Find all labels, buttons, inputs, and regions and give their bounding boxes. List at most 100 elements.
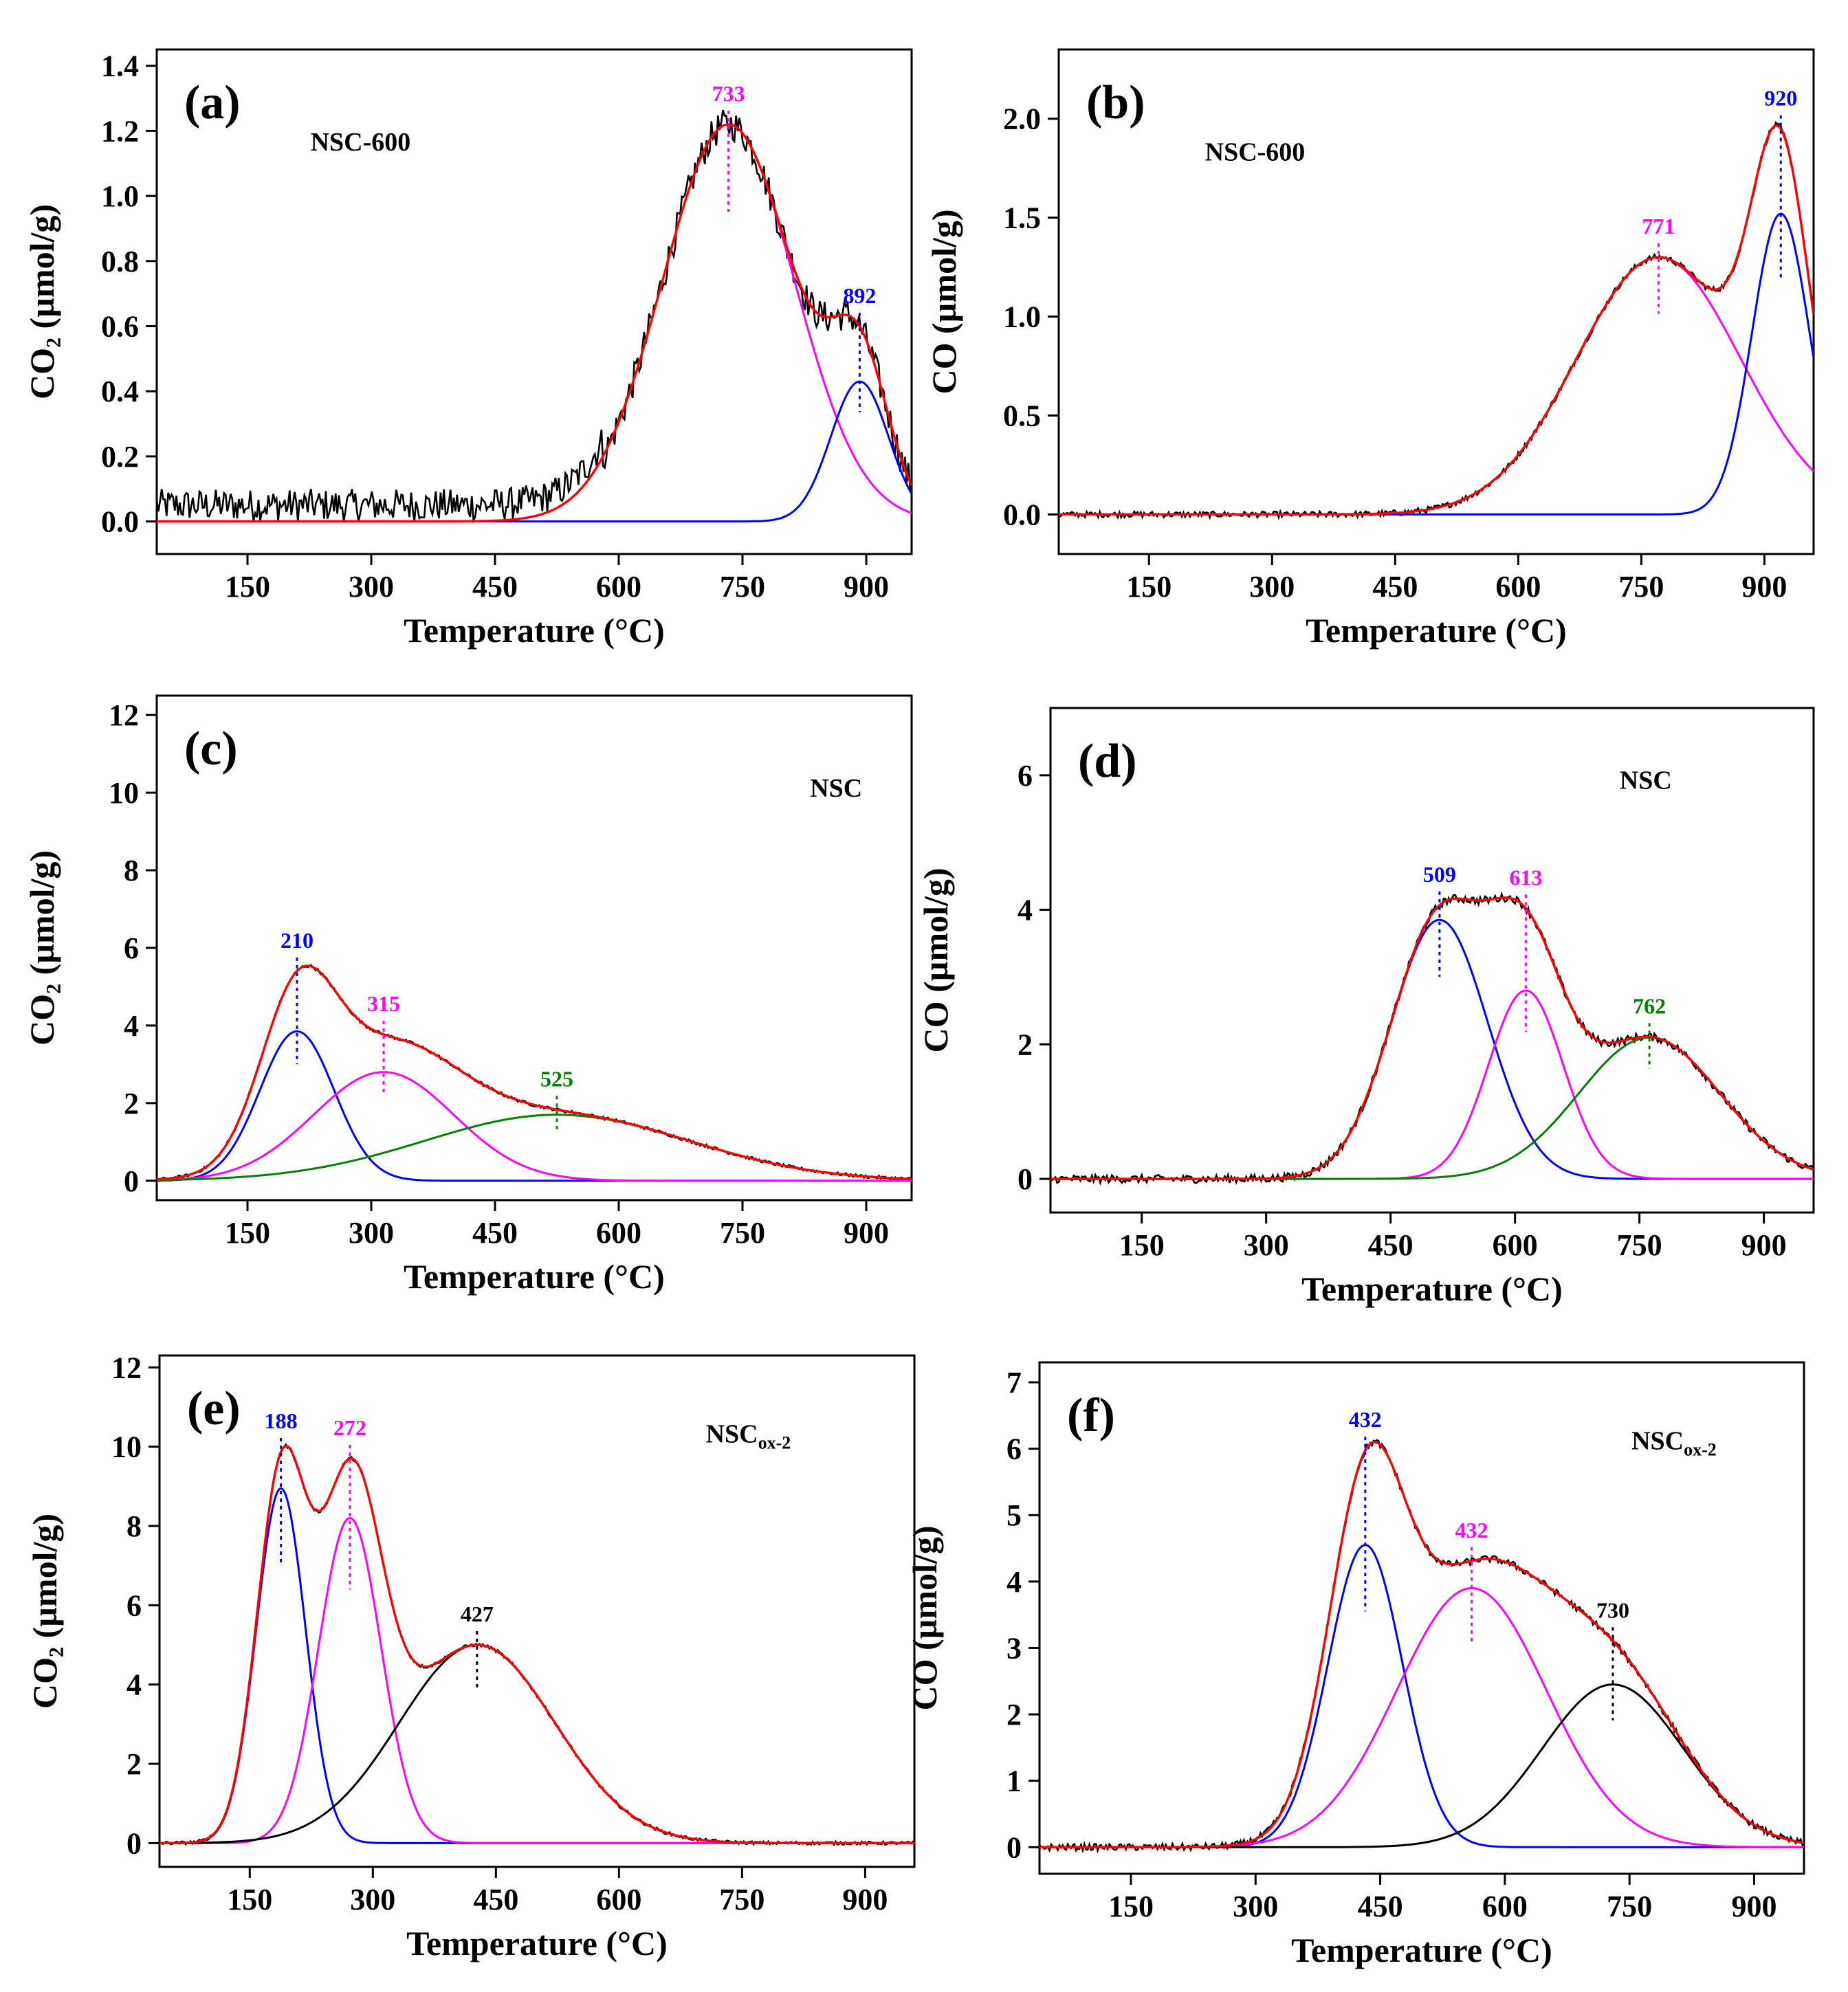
y-tick-label: 10 — [109, 776, 139, 810]
peak-label: 613 — [1509, 865, 1542, 889]
x-tick-label: 600 — [1493, 1228, 1538, 1262]
y-tick-label: 8 — [124, 854, 139, 887]
x-tick-label: 600 — [1482, 1890, 1528, 1923]
x-tick-label: 150 — [1126, 570, 1172, 604]
sample-label: NSC — [810, 774, 862, 803]
x-tick-label: 750 — [1607, 1890, 1652, 1923]
y-tick-label: 12 — [109, 698, 139, 732]
fit-peak-3 — [1040, 1683, 1804, 1848]
x-tick-label: 600 — [596, 570, 641, 604]
y-tick-label: 0 — [124, 1164, 139, 1198]
fit-envelope-line — [1050, 896, 1814, 1180]
x-axis-label: Temperature (°C) — [404, 611, 665, 650]
x-tick-label: 300 — [1249, 570, 1295, 604]
peak-label: 188 — [265, 1408, 298, 1433]
x-axis-label: Temperature (°C) — [406, 1924, 668, 1962]
plot-area — [157, 109, 912, 524]
fit-peak-1 — [1050, 918, 1814, 1180]
sample-label-subscript: ox-2 — [1684, 1439, 1717, 1459]
x-tick-label: 300 — [349, 1216, 394, 1250]
y-tick-label: 2 — [126, 1747, 142, 1781]
y-tick-label: 1.2 — [101, 114, 139, 148]
fit-peak-3 — [1050, 1036, 1814, 1180]
x-tick-label: 300 — [1244, 1228, 1289, 1262]
fit-peak-1 — [157, 123, 912, 523]
x-axis-label: Temperature (°C) — [1301, 1270, 1563, 1308]
y-tick-label: 0.2 — [101, 440, 139, 474]
y-axis-label: CO₂ (µmol/g) — [23, 204, 61, 399]
plot-area — [1040, 1439, 1804, 1854]
y-tick-label: 4 — [1006, 1565, 1022, 1599]
fit-peak-1 — [160, 1487, 914, 1844]
y-tick-label: 6 — [1006, 1432, 1022, 1466]
plot-area — [1059, 121, 1814, 521]
x-tick-label: 900 — [1731, 1890, 1776, 1923]
x-tick-label: 150 — [225, 570, 270, 604]
fit-envelope-line — [1040, 1441, 1804, 1849]
x-tick-label: 750 — [1618, 570, 1664, 604]
peak-label: 525 — [540, 1066, 573, 1091]
y-tick-label: 2 — [1006, 1698, 1022, 1731]
y-tick-label: 1 — [1006, 1764, 1022, 1798]
x-axis-label: Temperature (°C) — [404, 1257, 665, 1296]
x-tick-label: 900 — [844, 570, 889, 604]
panel-label: (f) — [1067, 1389, 1115, 1442]
fit-peak-2 — [160, 1516, 914, 1844]
y-tick-label: 0.0 — [1003, 498, 1041, 531]
plot-frame — [1057, 48, 1815, 555]
y-tick-label: 6 — [124, 931, 139, 965]
sample-label: NSCox-2 — [706, 1419, 791, 1452]
y-tick-label: 0.8 — [101, 245, 139, 278]
fit-peak-1 — [1040, 1544, 1804, 1848]
y-tick-label: 0 — [1018, 1162, 1033, 1196]
y-tick-label: 0.6 — [101, 310, 139, 344]
y-tick-label: 1.4 — [101, 49, 139, 83]
panel-label: (e) — [187, 1382, 241, 1435]
x-tick-label: 750 — [1617, 1228, 1662, 1262]
y-tick-label: 10 — [111, 1430, 142, 1464]
fit-peak-3 — [160, 1644, 914, 1844]
x-tick-label: 900 — [844, 1216, 889, 1250]
plot-frame — [155, 48, 913, 555]
fit-peak-2 — [1059, 212, 1814, 516]
peak-label: 920 — [1764, 86, 1797, 111]
fit-peak-1 — [1059, 256, 1814, 516]
y-axis-label: CO (µmol/g) — [916, 867, 955, 1052]
y-tick-label: 0.4 — [101, 375, 139, 408]
x-tick-label: 900 — [1741, 570, 1787, 604]
x-tick-label: 450 — [472, 1216, 518, 1250]
y-tick-label: 0.0 — [101, 505, 139, 539]
x-tick-label: 300 — [1233, 1890, 1278, 1923]
x-tick-label: 900 — [842, 1883, 888, 1916]
fit-envelope-line — [157, 964, 912, 1181]
x-tick-label: 150 — [227, 1883, 272, 1916]
sample-label-main: NSC — [706, 1419, 758, 1448]
x-axis-label: Temperature (°C) — [1291, 1931, 1552, 1969]
y-tick-label: 0.5 — [1003, 399, 1041, 433]
peak-label: 427 — [461, 1602, 494, 1626]
panel-f: 150 300 450 600 750 900 0 1 2 3 4 5 6 7 Temperature (°… — [905, 1361, 1805, 1969]
y-tick-label: 4 — [124, 1009, 139, 1043]
x-tick-label: 750 — [719, 1883, 764, 1916]
y-axis-label: CO₂ (µmol/g) — [23, 850, 61, 1045]
peak-label: 272 — [333, 1415, 366, 1440]
fit-envelope-line — [157, 123, 912, 523]
x-tick-label: 450 — [1358, 1890, 1403, 1923]
y-axis-label: CO₂ (µmol/g) — [25, 1514, 64, 1709]
sample-label-subscript: ox-2 — [758, 1432, 791, 1452]
peak-label: 509 — [1423, 862, 1456, 887]
x-tick-label: 600 — [596, 1216, 641, 1250]
y-tick-label: 0 — [1006, 1830, 1022, 1864]
fit-peak-2 — [157, 1071, 912, 1182]
measured-line — [1050, 891, 1814, 1186]
y-tick-label: 6 — [126, 1589, 142, 1622]
peak-label: 892 — [843, 283, 876, 308]
plot-frame — [158, 1354, 916, 1868]
plot-frame — [1038, 1361, 1805, 1875]
peak-label: 432 — [1349, 1407, 1382, 1432]
plot-frame — [1049, 707, 1815, 1214]
fit-envelope-line — [160, 1444, 914, 1845]
y-tick-label: 0 — [126, 1826, 142, 1860]
x-tick-label: 600 — [1495, 570, 1541, 604]
fit-envelope-line — [1059, 124, 1814, 516]
